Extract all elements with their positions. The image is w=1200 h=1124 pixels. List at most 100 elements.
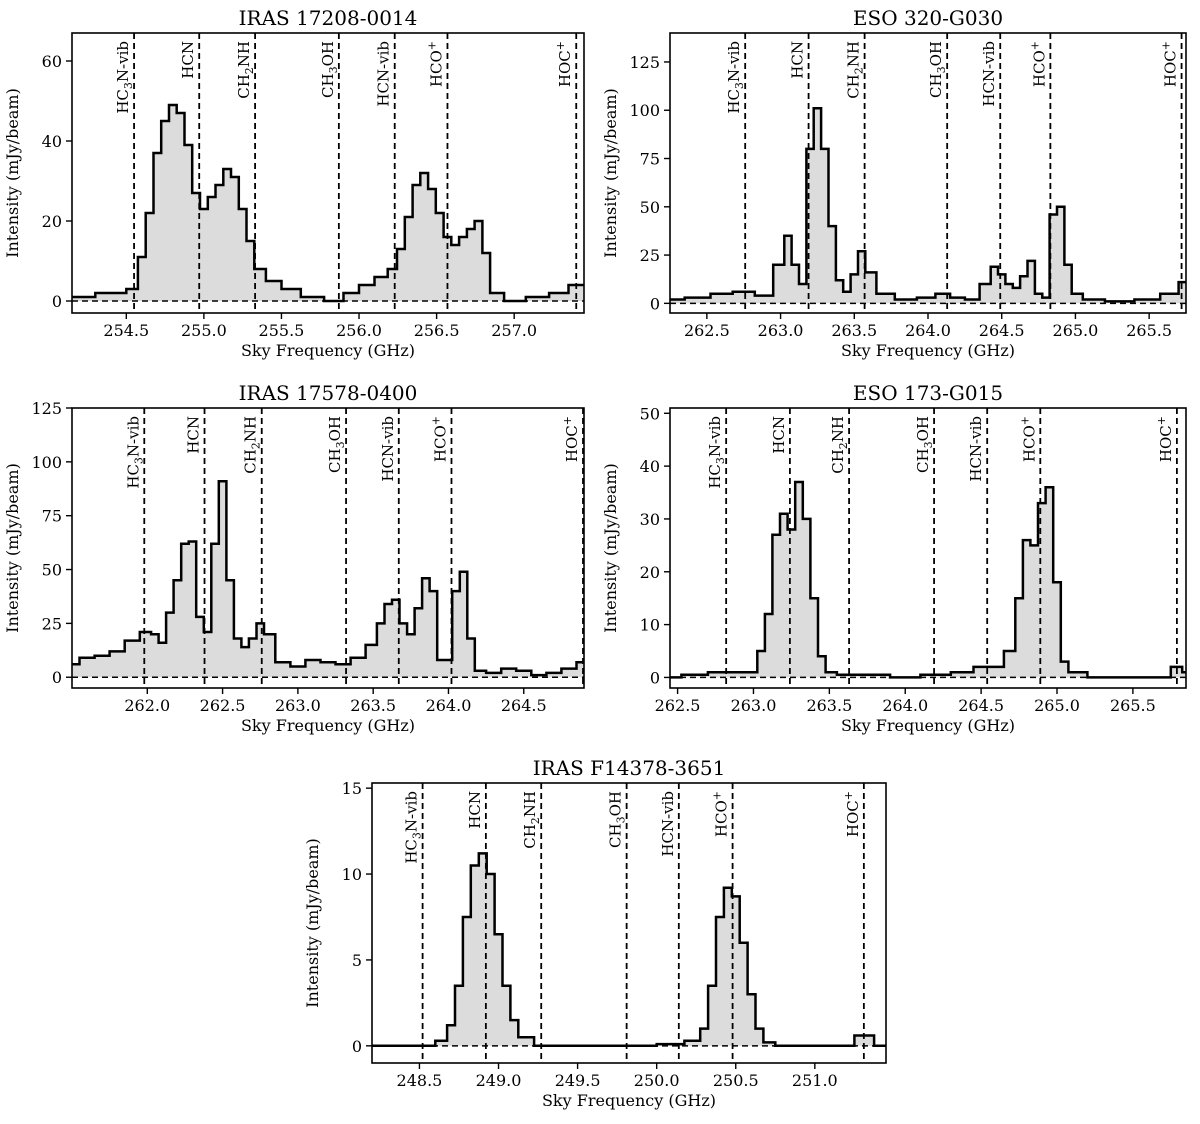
line-label: HCN-vib xyxy=(967,416,985,482)
line-label: HC3N-vib xyxy=(124,416,145,489)
y-tick-label: 0 xyxy=(650,668,660,687)
x-axis-label: Sky Frequency (GHz) xyxy=(241,341,415,360)
x-tick-label: 254.5 xyxy=(103,321,149,340)
line-label: HCO+ xyxy=(429,416,449,462)
line-label: CH2NH xyxy=(242,416,263,474)
line-label: HCN xyxy=(185,416,203,454)
panel-3: HC3N-vib HCN CH2NH CH3OH HCN-vib HCO+ HOC+ 262.… xyxy=(3,381,585,735)
line-label: HCN xyxy=(466,791,484,829)
x-tick-label: 255.5 xyxy=(259,321,305,340)
x-axis-label: Sky Frequency (GHz) xyxy=(542,1091,716,1110)
x-tick-label: 251.0 xyxy=(792,1071,838,1090)
x-tick-label: 264.5 xyxy=(501,696,547,715)
line-label: HCN xyxy=(789,41,807,79)
spectrum-fill xyxy=(670,108,1186,304)
x-tick-label: 265.5 xyxy=(1126,321,1172,340)
line-label: HOC+ xyxy=(1160,41,1180,87)
line-label: HOC+ xyxy=(554,41,574,87)
x-tick-label: 264.0 xyxy=(426,696,472,715)
x-tick-label: 263.0 xyxy=(731,696,777,715)
line-label: HC3N-vib xyxy=(403,791,424,864)
line-label: HOC+ xyxy=(561,416,581,462)
y-tick-label: 20 xyxy=(42,212,62,231)
spectrum-fill xyxy=(72,105,584,301)
line-label: CH2NH xyxy=(829,416,850,474)
x-tick-label: 264.5 xyxy=(958,696,1004,715)
panel-title: IRAS 17578-0400 xyxy=(239,381,418,405)
axes-frame xyxy=(371,782,887,1064)
x-axis-label: Sky Frequency (GHz) xyxy=(841,716,1015,735)
line-label: HCN xyxy=(770,416,788,454)
axes-frame xyxy=(669,407,1187,689)
line-label: HCO+ xyxy=(1018,416,1038,462)
x-tick-label: 265.0 xyxy=(1034,696,1080,715)
y-axis-label: Intensity (mJy/beam) xyxy=(601,88,620,258)
spectrum-line xyxy=(372,852,886,1048)
axes-frame xyxy=(71,32,585,314)
y-tick-label: 15 xyxy=(342,779,362,798)
x-tick-label: 263.5 xyxy=(831,321,877,340)
x-tick-label: 262.5 xyxy=(684,321,730,340)
y-tick-label: 0 xyxy=(650,294,660,313)
line-label: HCO+ xyxy=(711,791,731,837)
x-tick-label: 263.5 xyxy=(806,696,852,715)
x-tick-label: 249.5 xyxy=(555,1071,601,1090)
panel-2: HC3N-vib HCN CH2NH CH3OH HCN-vib HCO+ HOC+ 262.… xyxy=(601,6,1187,360)
x-tick-label: 256.5 xyxy=(414,321,460,340)
line-label: CH2NH xyxy=(235,41,256,99)
y-tick-label: 125 xyxy=(31,399,62,418)
line-label: HC3N-vib xyxy=(706,416,727,489)
x-tick-label: 250.0 xyxy=(634,1071,680,1090)
line-label: CH2NH xyxy=(521,791,542,849)
line-label: CH3OH xyxy=(927,41,948,98)
y-tick-label: 100 xyxy=(31,453,62,472)
spectrum-fill xyxy=(670,482,1186,678)
x-tick-label: 264.5 xyxy=(979,321,1025,340)
y-tick-label: 50 xyxy=(640,198,660,217)
line-label: HCO+ xyxy=(1028,41,1048,87)
spectrum-line xyxy=(670,107,1186,303)
x-tick-label: 263.5 xyxy=(350,696,396,715)
spectrum-fill xyxy=(372,853,886,1046)
line-label: HOC+ xyxy=(1155,416,1175,462)
x-tick-label: 263.0 xyxy=(758,321,804,340)
y-tick-label: 0 xyxy=(52,292,62,311)
x-tick-label: 256.0 xyxy=(336,321,382,340)
panel-title: ESO 173-G015 xyxy=(853,381,1003,405)
line-label: HCN-vib xyxy=(659,791,677,857)
line-label: CH2NH xyxy=(845,41,866,99)
spectrum-line xyxy=(72,479,584,677)
y-tick-label: 10 xyxy=(640,616,660,635)
line-label: CH3OH xyxy=(319,41,340,98)
line-label: CH3OH xyxy=(914,416,935,473)
spectrum-line xyxy=(72,103,584,303)
panel-5: HC3N-vib HCN CH2NH CH3OH HCN-vib HCO+ HOC+ 248.… xyxy=(303,756,887,1110)
x-tick-label: 249.0 xyxy=(476,1071,522,1090)
x-tick-label: 262.0 xyxy=(124,696,170,715)
spectrum-line xyxy=(670,480,1186,679)
y-axis-label: Intensity (mJy/beam) xyxy=(3,88,22,258)
y-tick-label: 30 xyxy=(640,510,660,529)
y-tick-label: 125 xyxy=(629,53,660,72)
line-label: HCN-vib xyxy=(379,416,397,482)
y-tick-label: 40 xyxy=(640,457,660,476)
y-tick-label: 5 xyxy=(352,951,362,970)
y-tick-label: 0 xyxy=(52,668,62,687)
line-label: HOC+ xyxy=(842,791,862,837)
y-axis-label: Intensity (mJy/beam) xyxy=(3,463,22,633)
x-tick-label: 250.5 xyxy=(713,1071,759,1090)
y-tick-label: 75 xyxy=(640,150,660,169)
spectrum-fill xyxy=(72,481,584,678)
y-tick-label: 20 xyxy=(640,563,660,582)
line-label: HC3N-vib xyxy=(114,41,135,114)
y-tick-label: 25 xyxy=(640,246,660,265)
x-tick-label: 262.5 xyxy=(200,696,246,715)
x-tick-label: 257.0 xyxy=(491,321,537,340)
line-label: CH3OH xyxy=(607,791,628,848)
panel-title: IRAS F14378-3651 xyxy=(533,756,726,780)
x-tick-label: 262.5 xyxy=(655,696,701,715)
y-tick-label: 0 xyxy=(352,1037,362,1056)
panel-title: ESO 320-G030 xyxy=(853,6,1003,30)
line-label: CH3OH xyxy=(326,416,347,473)
